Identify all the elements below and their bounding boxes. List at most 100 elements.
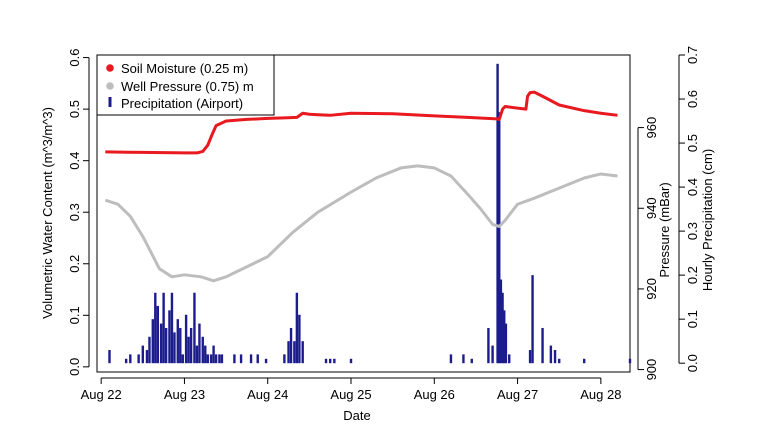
- precip-bar: [293, 341, 296, 364]
- precip-bar: [333, 358, 336, 364]
- well-pressure-series: [104, 164, 618, 283]
- precip-bar: [498, 112, 501, 364]
- precip-bar: [137, 354, 140, 364]
- precip-axis: 0.0 0.1 0.2 0.3 0.4 0.5 0.6 0.7: [678, 46, 700, 372]
- precip-bar: [151, 319, 154, 364]
- precip-bar: [256, 354, 259, 364]
- precip-bar: [179, 327, 182, 364]
- precip-bar: [209, 354, 213, 364]
- precip-bar: [301, 341, 304, 364]
- precip-bar: [187, 336, 190, 364]
- precip-bar: [462, 354, 465, 364]
- x-axis-tick-label: Aug 28: [580, 387, 621, 402]
- precip-bar: [541, 327, 544, 364]
- precip-axis-tick-label: 0.4: [685, 178, 700, 196]
- precip-bar: [289, 327, 293, 364]
- precip-bar: [553, 349, 557, 364]
- precip-bar: [628, 358, 632, 364]
- legend-precip-label: Precipitation (Airport): [121, 96, 243, 111]
- legend-well-marker: [106, 82, 114, 90]
- precip-bar: [154, 292, 157, 364]
- precip-bar: [449, 354, 453, 364]
- precip-bar: [129, 354, 132, 364]
- precip-bar: [164, 327, 168, 364]
- precip-bar: [181, 354, 184, 364]
- precip-axis-label: Hourly Precipitation (cm): [700, 149, 715, 291]
- precip-bar: [220, 354, 224, 364]
- precip-bar: [499, 279, 503, 364]
- precip-axis-tick-label: 0.5: [685, 134, 700, 152]
- precip-bar: [184, 314, 188, 364]
- pressure-axis-label: Pressure (mBar): [657, 182, 672, 277]
- precip-bar: [162, 292, 165, 364]
- left-axis-tick-label: 0.0: [67, 358, 82, 376]
- precip-bar: [176, 319, 179, 364]
- precip-bar: [189, 327, 193, 364]
- precip-bar: [503, 310, 506, 364]
- well-pressure-line: [104, 164, 618, 283]
- precip-bar: [531, 275, 534, 364]
- precip-axis-tick-label: 0.0: [685, 354, 700, 372]
- x-axis-tick-label: Aug 26: [414, 387, 455, 402]
- precip-bar: [491, 345, 494, 364]
- precip-axis-tick-label: 0.3: [685, 222, 700, 240]
- left-axis-tick-label: 0.1: [67, 306, 82, 324]
- plot-area: [96, 54, 631, 373]
- precip-bar: [239, 354, 243, 364]
- precip-bar: [324, 358, 328, 364]
- x-axis-tick-label: Aug 22: [81, 387, 122, 402]
- precip-bar: [496, 63, 499, 364]
- left-axis-tick-label: 0.4: [67, 152, 82, 170]
- legend-precip-marker: [108, 97, 112, 107]
- precip-bar: [349, 358, 353, 364]
- precip-bar: [170, 292, 174, 364]
- left-axis-tick-label: 0.6: [67, 49, 82, 67]
- precip-bar: [508, 354, 511, 364]
- precip-bar: [283, 354, 286, 364]
- precip-bar: [145, 349, 149, 364]
- x-axis-tick-label: Aug 23: [164, 387, 205, 402]
- precip-bar: [204, 345, 207, 364]
- precip-bar: [264, 358, 268, 364]
- precip-series: [108, 63, 632, 364]
- legend-box: [96, 54, 275, 116]
- precip-axis-tick-label: 0.7: [685, 46, 700, 64]
- soil-moisture-series: [105, 90, 618, 155]
- precip-bar: [124, 358, 128, 364]
- precip-bar: [487, 327, 490, 364]
- pressure-axis-tick-label: 940: [644, 197, 659, 219]
- precip-bar: [168, 310, 171, 364]
- precip-bar: [249, 354, 253, 364]
- precip-bar: [287, 341, 290, 364]
- legend-soil-label: Soil Moisture (0.25 m): [121, 61, 248, 76]
- precip-bar: [108, 349, 111, 364]
- left-axis-tick-label: 0.2: [67, 255, 82, 273]
- pressure-axis-tick-label: 920: [644, 278, 659, 300]
- y-axis-label: Volumetric Water Content (m^3/m^3): [40, 107, 55, 319]
- precip-bar: [201, 336, 204, 364]
- precip-bar: [295, 292, 299, 364]
- left-axis-tick-label: 0.5: [67, 100, 82, 118]
- x-axis-tick-label: Aug 24: [247, 387, 288, 402]
- precip-bar: [582, 358, 586, 364]
- x-axis-tick-label: Aug 27: [497, 387, 538, 402]
- precip-bar: [173, 332, 176, 364]
- pressure-axis: 900 920 940 960: [637, 117, 659, 380]
- bottom-axis: Aug 22 Aug 23 Aug 24 Aug 25 Aug 26 Aug 27 Aug …: [81, 377, 621, 402]
- precip-bar: [218, 354, 221, 364]
- precip-bar: [148, 336, 151, 364]
- precip-bar: [549, 345, 553, 364]
- legend: Soil Moisture (0.25 m) Well Pressure (0.…: [96, 54, 275, 116]
- legend-well-label: Well Pressure (0.75) m: [121, 79, 254, 94]
- precip-bar: [328, 358, 332, 364]
- precip-bar: [195, 345, 199, 364]
- precip-bar: [141, 345, 145, 364]
- precip-axis-tick-label: 0.2: [685, 266, 700, 284]
- precip-bar: [156, 305, 159, 364]
- precip-bar: [233, 354, 236, 364]
- precip-axis-tick-label: 0.1: [685, 310, 700, 328]
- precip-bar: [298, 314, 301, 364]
- x-axis-label: Date: [343, 408, 370, 423]
- precip-bar: [193, 292, 196, 364]
